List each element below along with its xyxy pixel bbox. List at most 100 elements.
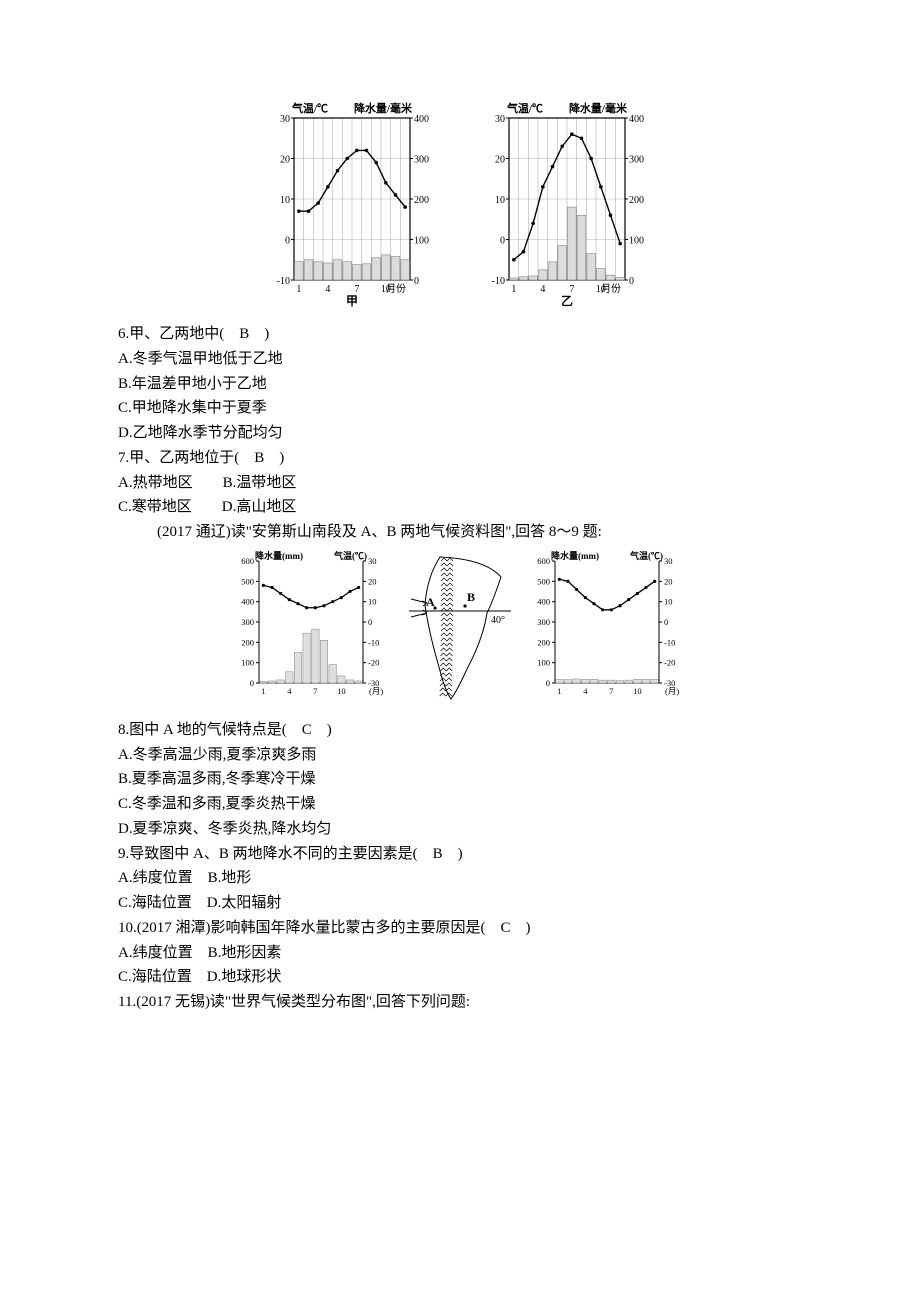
svg-text:10: 10 (368, 596, 377, 606)
svg-text:20: 20 (368, 576, 377, 586)
svg-text:200: 200 (414, 195, 429, 206)
svg-text:20: 20 (495, 155, 505, 166)
svg-text:300: 300 (414, 155, 429, 166)
svg-text:7: 7 (609, 686, 613, 696)
svg-text:0: 0 (250, 678, 254, 688)
chart-pair-2: 降水量(mm)气温(℃)0100200300400500600-30-20-10… (118, 551, 802, 706)
chart-2-right: 降水量(mm)气温(℃)0100200300400500600-30-20-10… (523, 551, 693, 706)
svg-text:0: 0 (368, 617, 372, 627)
svg-text:-20: -20 (664, 657, 675, 667)
svg-text:乙: 乙 (561, 294, 573, 308)
svg-text:0: 0 (414, 276, 419, 287)
q11-text: 11.(2017 无锡)读"世界气候类型分布图",回答下列问题: (118, 990, 802, 1015)
svg-text:0: 0 (500, 236, 505, 247)
q9-text: 9.导致图中 A、B 两地降水不同的主要因素是( B ) (118, 842, 802, 867)
svg-text:30: 30 (495, 114, 505, 125)
q8-b: B.夏季高温多雨,冬季寒冷干燥 (118, 767, 802, 792)
svg-text:甲: 甲 (346, 294, 358, 308)
q7-text: 7.甲、乙两地位于( B ) (118, 446, 802, 471)
svg-text:300: 300 (537, 617, 550, 627)
chart-1-right: 气温/℃降水量/毫米-100102030010020030040014710月份… (475, 100, 660, 310)
svg-text:200: 200 (241, 637, 254, 647)
svg-text:4: 4 (583, 686, 588, 696)
svg-text:300: 300 (629, 155, 644, 166)
svg-text:0: 0 (664, 617, 668, 627)
svg-text:降水量/毫米: 降水量/毫米 (569, 101, 628, 115)
svg-text:100: 100 (537, 657, 550, 667)
svg-text:400: 400 (241, 596, 254, 606)
q6-c: C.甲地降水集中于夏季 (118, 396, 802, 421)
svg-text:200: 200 (537, 637, 550, 647)
svg-text:月份: 月份 (386, 283, 406, 295)
svg-text:600: 600 (537, 556, 550, 566)
q8-c: C.冬季温和多雨,夏季炎热干燥 (118, 792, 802, 817)
svg-text:气温/℃: 气温/℃ (506, 101, 543, 115)
svg-text:10: 10 (664, 596, 673, 606)
svg-text:B: B (467, 590, 475, 604)
svg-text:-20: -20 (368, 657, 379, 667)
svg-text:-10: -10 (368, 637, 379, 647)
q6-b: B.年温差甲地小于乙地 (118, 372, 802, 397)
svg-text:(月): (月) (665, 686, 679, 696)
svg-text:10: 10 (337, 686, 346, 696)
svg-text:100: 100 (629, 236, 644, 247)
svg-text:-10: -10 (664, 637, 675, 647)
svg-text:200: 200 (629, 195, 644, 206)
svg-text:100: 100 (241, 657, 254, 667)
svg-text:7: 7 (313, 686, 317, 696)
svg-text:40°: 40° (491, 615, 505, 626)
svg-text:20: 20 (280, 155, 290, 166)
svg-text:降水量/毫米: 降水量/毫米 (354, 101, 413, 115)
svg-text:0: 0 (285, 236, 290, 247)
q6-text: 6.甲、乙两地中( B ) (118, 322, 802, 347)
svg-text:30: 30 (664, 556, 673, 566)
q8-d: D.夏季凉爽、冬季炎热,降水均匀 (118, 817, 802, 842)
chart-1-left: 气温/℃降水量/毫米-100102030010020030040014710月份… (260, 100, 445, 310)
q6-d: D.乙地降水季节分配均匀 (118, 421, 802, 446)
svg-text:4: 4 (325, 284, 330, 295)
svg-text:400: 400 (414, 114, 429, 125)
q7-ab: A.热带地区 B.温带地区 (118, 471, 802, 496)
svg-text:气温/℃: 气温/℃ (291, 101, 328, 115)
svg-text:20: 20 (664, 576, 673, 586)
svg-text:气温(℃): 气温(℃) (333, 551, 367, 561)
svg-text:降水量(mm): 降水量(mm) (255, 551, 303, 561)
q8-a: A.冬季高温少雨,夏季凉爽多雨 (118, 743, 802, 768)
svg-text:30: 30 (280, 114, 290, 125)
svg-text:4: 4 (540, 284, 545, 295)
q6-a: A.冬季气温甲地低于乙地 (118, 347, 802, 372)
q10-ab: A.纬度位置 B.地形因素 (118, 941, 802, 966)
svg-text:0: 0 (629, 276, 634, 287)
svg-text:1: 1 (511, 284, 516, 295)
svg-text:降水量(mm): 降水量(mm) (551, 551, 599, 561)
svg-text:10: 10 (633, 686, 642, 696)
svg-text:1: 1 (557, 686, 561, 696)
svg-text:100: 100 (414, 236, 429, 247)
q9-ab: A.纬度位置 B.地形 (118, 866, 802, 891)
q9-cd: C.海陆位置 D.太阳辐射 (118, 891, 802, 916)
andes-map: 40° A B (405, 551, 515, 706)
svg-text:500: 500 (241, 576, 254, 586)
svg-text:4: 4 (287, 686, 292, 696)
svg-text:30: 30 (368, 556, 377, 566)
chart-pair-1: 气温/℃降水量/毫米-100102030010020030040014710月份… (118, 100, 802, 310)
svg-text:10: 10 (280, 195, 290, 206)
svg-text:A: A (426, 595, 435, 609)
q10-text: 10.(2017 湘潭)影响韩国年降水量比蒙古多的主要原因是( C ) (118, 916, 802, 941)
chart-2-left: 降水量(mm)气温(℃)0100200300400500600-30-20-10… (227, 551, 397, 706)
svg-text:600: 600 (241, 556, 254, 566)
svg-text:300: 300 (241, 617, 254, 627)
q10-cd: C.海陆位置 D.地球形状 (118, 965, 802, 990)
svg-text:月份: 月份 (601, 283, 621, 295)
svg-text:1: 1 (296, 284, 301, 295)
q8-text: 8.图中 A 地的气候特点是( C ) (118, 718, 802, 743)
svg-text:-10: -10 (277, 276, 290, 287)
svg-text:气温(℃): 气温(℃) (629, 551, 663, 561)
intro-2: (2017 通辽)读"安第斯山南段及 A、B 两地气候资料图",回答 8～9 题… (118, 520, 802, 545)
svg-text:400: 400 (629, 114, 644, 125)
svg-text:400: 400 (537, 596, 550, 606)
q7-cd: C.寒带地区 D.高山地区 (118, 495, 802, 520)
svg-text:-10: -10 (492, 276, 505, 287)
svg-text:1: 1 (261, 686, 265, 696)
svg-text:0: 0 (546, 678, 550, 688)
